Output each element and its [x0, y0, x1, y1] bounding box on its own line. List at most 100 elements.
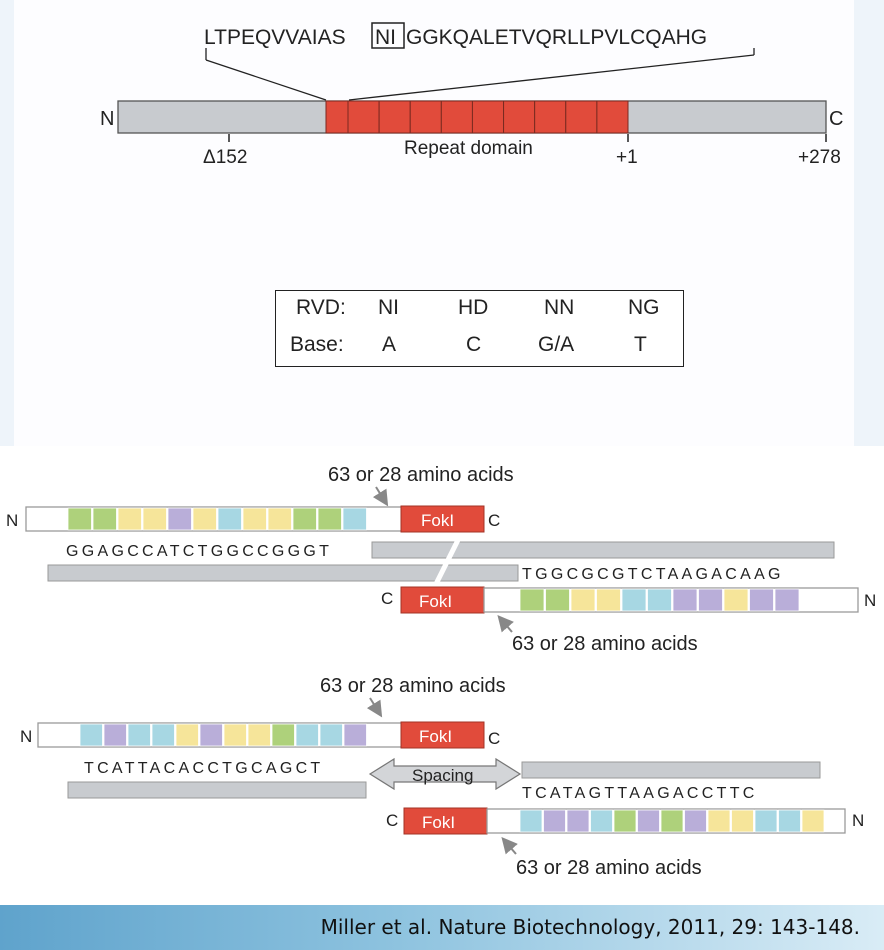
rvd-row: RVD: NI HD NN NG [276, 296, 683, 328]
repeat-unit [409, 100, 442, 134]
repeat-block-blue [647, 588, 672, 612]
repeat-block-green [67, 507, 92, 531]
repeat-block-yellow [723, 588, 749, 612]
tick-label-delta152: Δ152 [203, 147, 247, 168]
repeat-block-purple [698, 588, 723, 612]
repeat-block-yellow [247, 723, 271, 747]
talen-pair-1: 63 or 28 amino acids N FokI C GGAGCCATCT… [6, 464, 876, 655]
repeat-block-blue [217, 507, 242, 531]
fokl-label-top: FokI [421, 511, 454, 530]
tick-label-plus1: +1 [616, 147, 638, 168]
n-label-top: N [20, 727, 32, 746]
repeat-unit [471, 100, 505, 134]
rvd-cell: NI [378, 296, 399, 319]
repeat-block-yellow [707, 809, 731, 833]
repeat-array-bottom [519, 588, 800, 612]
repeat-block-blue [295, 723, 319, 747]
amino-acid-label-top: 63 or 28 amino acids [320, 675, 506, 697]
repeat-block-purple [543, 809, 566, 833]
repeat-block-yellow [242, 507, 267, 531]
c-terminus-label: C [829, 108, 843, 130]
amino-acid-label-top: 63 or 28 amino acids [328, 464, 514, 486]
rvd-cell: HD [458, 296, 489, 319]
fokl-label-bottom: FokI [419, 592, 452, 611]
amino-acid-label-bottom: 63 or 28 amino acids [512, 633, 698, 655]
c-label-top: C [488, 511, 500, 530]
fokl-label-bottom: FokI [422, 813, 455, 832]
repeat-block-green [317, 507, 342, 531]
dna-sequence-bottom: TGGCGCGTCTAAGACAAG [522, 566, 784, 583]
repeat-block-yellow [192, 507, 217, 531]
rvd-row-label: RVD: [296, 296, 346, 319]
rvd-base-table: RVD: NI HD NN NG Base: A C G/A T [275, 290, 684, 367]
c-label-bottom: C [381, 589, 393, 608]
repeat-sequence-before: LTPEQVVAIAS [204, 26, 346, 49]
repeat-block-yellow [596, 588, 621, 612]
repeat-block-yellow [267, 507, 292, 531]
arrow-bottom [497, 614, 514, 633]
repeat-sequence-rvd: NI [375, 26, 396, 49]
repeat-unit [534, 100, 567, 134]
repeat-block-purple [672, 588, 698, 612]
repeat-block-purple [103, 723, 127, 747]
repeat-block-blue [754, 809, 778, 833]
base-cell: C [466, 333, 482, 356]
repeat-block-yellow [223, 723, 247, 747]
citation-text: Miller et al. Nature Biotechnology, 2011… [320, 915, 860, 939]
talen-pair-2: 63 or 28 amino acids N FokI C TCATTACACC… [20, 675, 864, 879]
repeat-domain-label: Repeat domain [404, 138, 533, 159]
repeat-block-green [292, 507, 317, 531]
base-row-label: Base: [290, 333, 344, 356]
repeat-unit [565, 100, 598, 134]
repeat-block-blue [319, 723, 343, 747]
repeat-unit [440, 100, 473, 134]
n-label-bottom: N [852, 811, 864, 830]
repeat-block-yellow [801, 809, 825, 833]
rvd-cell: NG [628, 296, 660, 319]
repeat-block-green [519, 588, 545, 612]
repeat-block-blue [778, 809, 801, 833]
repeat-block-purple [637, 809, 660, 833]
fokl-domain-top [400, 505, 485, 533]
repeat-block-green [660, 809, 684, 833]
rvd-cell: NN [544, 296, 575, 319]
repeat-block-blue [519, 809, 543, 833]
tick-label-plus278: +278 [798, 147, 841, 168]
repeat-block-purple [566, 809, 590, 833]
repeat-block-blue [151, 723, 175, 747]
footer-bar: Miller et al. Nature Biotechnology, 2011… [0, 905, 884, 950]
repeat-block-green [271, 723, 295, 747]
repeat-unit [596, 100, 629, 134]
repeat-block-yellow [142, 507, 167, 531]
fokl-domain-top [400, 721, 485, 749]
repeat-block-blue [79, 723, 103, 747]
repeat-block-purple [774, 588, 800, 612]
base-cell: A [382, 333, 397, 356]
left-background-strip [0, 0, 14, 446]
talen-pairs-diagram: 63 or 28 amino acids N FokI C GGAGCCATCT… [6, 464, 876, 879]
repeat-block-purple [749, 588, 774, 612]
repeat-sequence-after: GGKQALETVQRLLPVLCQAHG [406, 26, 707, 49]
dna-sequence-top: TCATTACACCTGCAGCT [84, 760, 324, 777]
n-label-bottom: N [864, 591, 876, 610]
n-label-top: N [6, 511, 18, 530]
dna-strand-top [521, 761, 821, 779]
repeat-block-green [92, 507, 117, 531]
dna-strand-bottom [67, 781, 367, 799]
repeat-block-blue [342, 507, 367, 531]
bracket-right-line [348, 54, 755, 101]
dna-strand-bottom [47, 564, 519, 582]
repeat-block-yellow [570, 588, 596, 612]
dna-sequence-bottom: TCATAGTTAAGACCTTC [522, 785, 758, 802]
base-row: Base: A C G/A T [276, 333, 683, 365]
tale-protein-panel [14, 0, 854, 446]
repeat-block-purple [343, 723, 367, 747]
arrow-top [372, 486, 389, 507]
repeat-block-yellow [117, 507, 142, 531]
bracket-left-line [205, 59, 327, 101]
base-cell: T [634, 333, 647, 356]
repeat-array-top [67, 507, 367, 531]
rvd-highlight-box [371, 22, 405, 49]
c-label-bottom: C [386, 811, 398, 830]
amino-acid-label-bottom: 63 or 28 amino acids [516, 857, 702, 879]
